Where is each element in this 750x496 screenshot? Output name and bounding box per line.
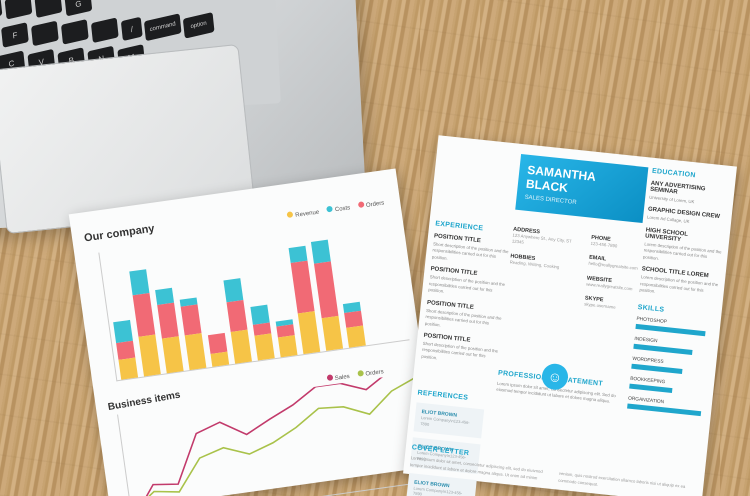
education-entry-3[interactable]: HIGH SCHOOL UNIVERSITY Lorem description… (643, 227, 724, 268)
education-entry-1[interactable]: ANY ADVERTISING SEMINAR University of Lo… (649, 181, 729, 209)
experience-entry-3[interactable]: POSITION TITLE Short description of the … (424, 300, 502, 335)
key-f[interactable]: F (1, 22, 29, 48)
key-slash[interactable]: / (121, 17, 143, 41)
experience-entry-1[interactable]: POSITION TITLE Short description of the … (431, 233, 509, 268)
key-h[interactable] (61, 19, 89, 45)
skills-list: PHOTOSHOP INDESIGN WORDPRESS BOOKKEEPING… (627, 316, 714, 416)
bar-col-8[interactable] (276, 319, 298, 357)
key-option[interactable]: option (183, 12, 215, 39)
key-command[interactable]: command (144, 13, 182, 41)
resume-paper[interactable]: SAMANTHA BLACK SALES DIRECTOR EXPERIENCE… (403, 135, 737, 496)
experience-entry-2[interactable]: POSITION TITLE Short description of the … (428, 266, 506, 301)
skill-row-3[interactable]: WORDPRESS (631, 356, 710, 376)
key-g[interactable] (31, 21, 59, 47)
skill-row-4[interactable]: BOOKKEEPING (629, 376, 708, 396)
bar-col-4[interactable] (180, 298, 207, 371)
bar-col-11[interactable] (343, 302, 366, 348)
education-entry-4[interactable]: SCHOOL TITLE LOREM Lorem description of … (639, 266, 719, 301)
experience-entry-4[interactable]: POSITION TITLE Short description of the … (421, 333, 499, 368)
resume-header: SAMANTHA BLACK SALES DIRECTOR (515, 154, 648, 223)
key-e[interactable] (0, 0, 2, 21)
key-r[interactable] (5, 0, 33, 20)
key-j[interactable] (91, 17, 119, 43)
bar-col-5[interactable] (208, 333, 229, 367)
key-t[interactable] (35, 0, 63, 18)
bar-chart-area[interactable]: Revenue Costs Orders (98, 211, 409, 381)
reference-entry-3[interactable]: ELIOT BROWN Lorem Company\n123-456-7890 (406, 473, 477, 496)
bar-col-6[interactable] (223, 278, 252, 363)
key-y[interactable]: G (64, 0, 92, 16)
resume-contact-column: ADDRESS 123 Anywhere St., Any City, ST 1… (496, 219, 642, 407)
chart-paper[interactable]: Our company Revenue Costs Orders (69, 168, 438, 496)
skill-row-1[interactable]: PHOTOSHOP (635, 316, 714, 336)
reference-entry-1[interactable]: ELIOT BROWN Lorem Company\n123-456-7890 (413, 403, 484, 439)
skill-row-2[interactable]: INDESIGN (633, 336, 712, 356)
bar-col-7[interactable] (250, 305, 274, 361)
skill-row-5[interactable]: ORGANIZATION (627, 396, 706, 416)
bar-col-1[interactable] (113, 320, 138, 380)
education-entry-2[interactable]: GRAPHIC DESIGN CREW Lorem Ad Collage, UK (647, 207, 726, 230)
